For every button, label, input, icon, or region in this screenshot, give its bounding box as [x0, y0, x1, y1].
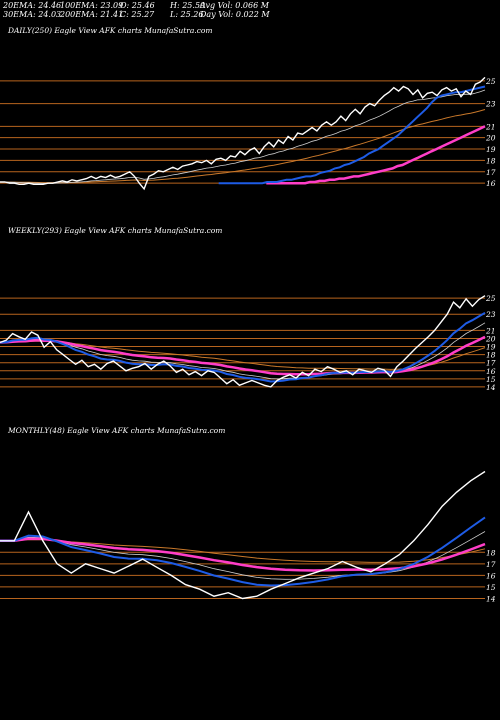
ema-blue-line	[218, 85, 486, 185]
y-tick-label: 20	[485, 334, 496, 343]
ema-pink-line	[0, 335, 486, 376]
header-stats: 20EMA: 24.46 100EMA: 23.09 O: 25.46 H: 2…	[0, 0, 500, 20]
open-stat: O: 25.46	[120, 1, 155, 10]
weekly-panel-title: WEEKLY(293) Eagle View AFK charts Munafa…	[8, 226, 223, 235]
ema-pink-line	[266, 125, 486, 185]
y-tick-label: 18	[486, 156, 496, 165]
ema-grey-line	[0, 531, 486, 580]
y-tick-label: 19	[486, 343, 496, 352]
y-tick-label: 15	[486, 583, 496, 592]
ema-pink-line	[0, 537, 486, 572]
ema200-stat: 200EMA: 21.41	[60, 10, 124, 19]
high-stat: H: 25.50	[170, 1, 206, 10]
day-vol-stat: Day Vol: 0.022 M	[200, 10, 270, 19]
ema30-stat: 30EMA: 24.03	[3, 10, 62, 19]
ema-orange-line	[0, 539, 486, 563]
monthly-panel-title: MONTHLY(48) Eagle View AFK charts Munafa…	[8, 426, 226, 435]
ema-grey-line	[0, 89, 486, 184]
low-stat: L: 25.26	[170, 10, 204, 19]
y-tick-label: 15	[486, 375, 496, 384]
monthly-chart: 18 17 16 15 14	[0, 470, 496, 603]
ema20-stat: 20EMA: 24.46	[3, 1, 62, 10]
y-tick-label: 14	[486, 383, 496, 392]
daily-chart: 25 23 21 20 19 18 17 16	[0, 76, 496, 191]
y-tick-label: 23	[485, 100, 496, 109]
y-tick-label: 19	[486, 145, 496, 154]
y-tick-label: 18	[486, 548, 496, 557]
y-tick-label: 20	[485, 134, 496, 143]
y-tick-label: 17	[486, 168, 496, 177]
y-tick-label: 16	[486, 179, 496, 188]
price-line	[0, 295, 486, 388]
y-tick-label: 21	[485, 326, 496, 335]
y-tick-label: 25	[485, 294, 496, 303]
y-tick-label: 17	[486, 560, 496, 569]
price-line	[0, 76, 486, 191]
y-tick-label: 23	[485, 310, 496, 319]
ema-blue-line	[0, 311, 486, 383]
ema-blue-line	[0, 516, 486, 587]
y-tick-label: 17	[486, 359, 496, 368]
ema100-stat: 100EMA: 23.09	[60, 1, 124, 10]
y-tick-label: 16	[486, 367, 496, 376]
y-tick-label: 25	[485, 77, 496, 86]
price-line	[0, 470, 486, 600]
y-tick-label: 21	[485, 122, 496, 131]
y-tick-label: 14	[486, 594, 496, 603]
y-tick-label: 18	[486, 351, 496, 360]
avg-vol-stat: Avg Vol: 0.066 M	[200, 1, 269, 10]
close-stat: C: 25.27	[120, 10, 155, 19]
daily-panel-title: DAILY(250) Eagle View AFK charts MunafaS…	[8, 26, 213, 35]
y-tick-label: 16	[486, 571, 496, 580]
